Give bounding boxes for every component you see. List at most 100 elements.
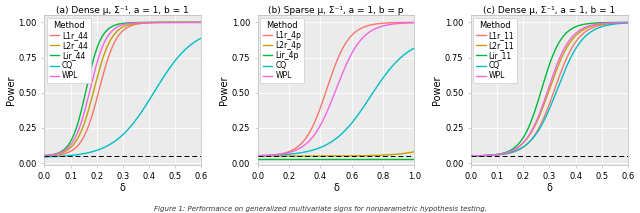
Legend: L1r_4p, L2r_4p, Lir_4p, CQ, WPL: L1r_4p, L2r_4p, Lir_4p, CQ, WPL: [260, 18, 304, 83]
L2r_11: [518, 142, 526, 145]
CQ: [518, 146, 526, 149]
Lir_4p: [316, 158, 324, 160]
L2r_44: [40, 154, 48, 157]
CQ: [353, 116, 360, 118]
WPL: [92, 67, 99, 69]
Lir_11: [518, 138, 526, 141]
Y-axis label: Power: Power: [219, 75, 229, 105]
WPL: [254, 154, 262, 157]
Lir_44: [154, 21, 162, 24]
L1r_4p: [254, 154, 262, 157]
L2r_4p: [305, 155, 313, 157]
Lir_44: [139, 21, 147, 24]
L2r_4p: [254, 155, 262, 157]
Lir_44: [102, 29, 110, 32]
Y-axis label: Power: Power: [6, 75, 15, 105]
WPL: [580, 26, 588, 29]
X-axis label: δ: δ: [547, 183, 552, 193]
L2r_4p: [273, 155, 280, 157]
WPL: [102, 37, 110, 40]
Lir_44: [60, 149, 67, 151]
WPL: [529, 127, 537, 129]
Text: Figure 1: Performance on generalized multivariate signs for nonparametric hypoth: Figure 1: Performance on generalized mul…: [154, 206, 486, 212]
WPL: [411, 22, 419, 24]
CQ: [60, 155, 67, 157]
CQ: [305, 150, 313, 153]
WPL: [316, 125, 324, 128]
WPL: [367, 30, 375, 32]
Lir_11: [467, 155, 475, 157]
L1r_11: [518, 147, 526, 149]
L1r_11: [467, 155, 475, 157]
L2r_44: [197, 21, 205, 24]
L1r_44: [154, 21, 162, 24]
Title: (a) Dense μ, Σ⁻¹, a = 1, b = 1: (a) Dense μ, Σ⁻¹, a = 1, b = 1: [56, 6, 189, 14]
L2r_4p: [411, 150, 419, 153]
L2r_11: [467, 155, 475, 157]
Lir_11: [566, 29, 573, 31]
Line: CQ: CQ: [471, 23, 628, 156]
CQ: [139, 108, 147, 111]
L1r_44: [40, 155, 48, 157]
WPL: [273, 153, 280, 156]
WPL: [139, 21, 147, 24]
L1r_4p: [305, 132, 313, 135]
WPL: [305, 140, 313, 143]
L1r_11: [581, 31, 589, 33]
L2r_4p: [367, 154, 375, 157]
Lir_4p: [368, 158, 376, 160]
L2r_4p: [368, 154, 376, 157]
L1r_11: [580, 31, 588, 34]
Lir_44: [92, 51, 99, 54]
CQ: [197, 37, 205, 39]
Lir_4p: [367, 158, 375, 160]
L2r_44: [92, 82, 99, 85]
CQ: [273, 154, 280, 156]
L2r_44: [154, 21, 161, 24]
CQ: [254, 154, 262, 157]
CQ: [624, 22, 632, 24]
Lir_11: [580, 23, 588, 26]
Line: L1r_4p: L1r_4p: [258, 22, 415, 156]
L2r_4p: [353, 155, 360, 157]
CQ: [486, 154, 494, 157]
Line: Lir_44: Lir_44: [44, 22, 201, 155]
Lir_4p: [305, 158, 313, 160]
CQ: [581, 35, 589, 38]
Lir_44: [40, 154, 48, 157]
Lir_44: [197, 21, 205, 24]
CQ: [367, 95, 375, 97]
Lir_11: [529, 115, 537, 117]
Line: L2r_44: L2r_44: [44, 22, 201, 156]
WPL: [566, 39, 573, 41]
CQ: [467, 155, 475, 157]
L2r_44: [60, 151, 67, 154]
CQ: [316, 147, 324, 149]
WPL: [624, 21, 632, 24]
WPL: [353, 45, 360, 47]
WPL: [518, 142, 526, 145]
CQ: [154, 84, 162, 86]
Line: WPL: WPL: [44, 22, 201, 155]
L2r_11: [581, 27, 589, 30]
Lir_11: [624, 21, 632, 24]
Lir_4p: [254, 158, 262, 160]
L1r_44: [92, 102, 99, 105]
CQ: [411, 47, 419, 49]
Line: L2r_11: L2r_11: [471, 23, 628, 156]
WPL: [197, 21, 205, 24]
L1r_44: [154, 21, 161, 24]
CQ: [368, 93, 376, 96]
Lir_11: [581, 23, 589, 25]
Line: L1r_11: L1r_11: [471, 23, 628, 156]
L2r_11: [529, 128, 537, 130]
L2r_11: [566, 42, 573, 44]
Line: WPL: WPL: [471, 23, 628, 156]
L2r_11: [580, 28, 588, 30]
Line: Lir_11: Lir_11: [471, 22, 628, 156]
L2r_44: [154, 21, 162, 24]
Line: WPL: WPL: [258, 23, 415, 156]
WPL: [467, 155, 475, 157]
CQ: [40, 156, 48, 158]
Line: CQ: CQ: [258, 48, 415, 156]
